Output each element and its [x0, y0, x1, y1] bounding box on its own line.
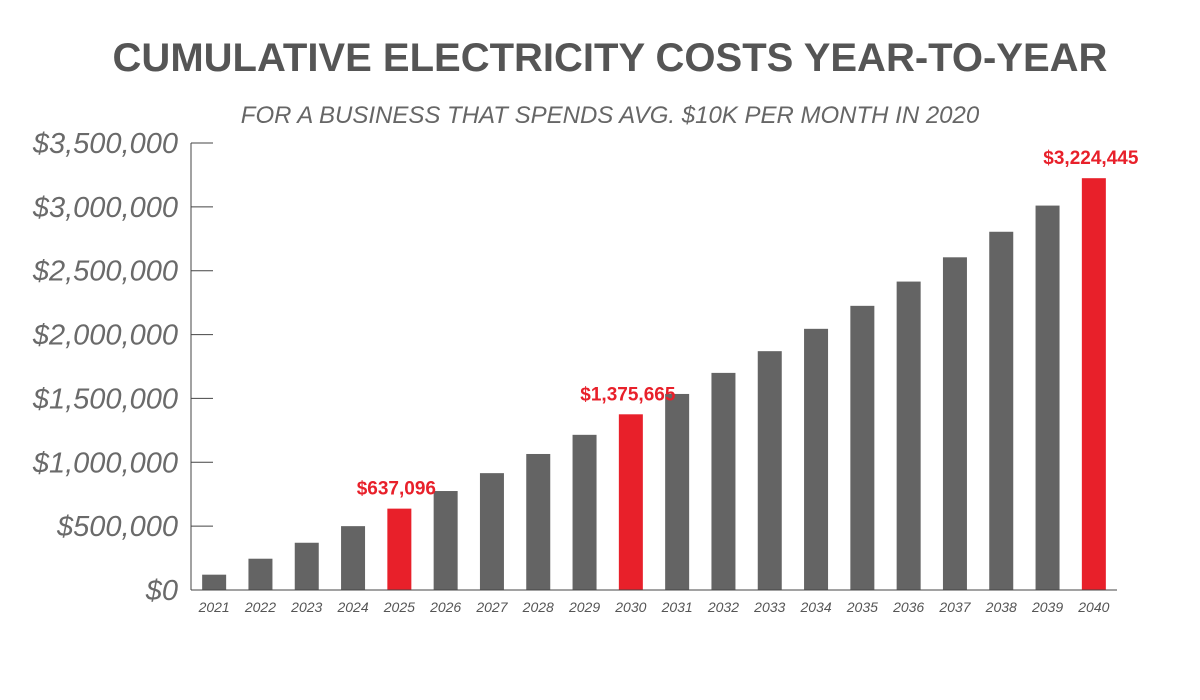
y-tick-label: $3,500,000 [32, 128, 178, 160]
x-tick-label: 2026 [429, 599, 461, 615]
data-label-2025: $637,096 [357, 479, 436, 500]
y-tick-label: $500,000 [56, 511, 178, 543]
y-tick-label: $1,500,000 [32, 383, 178, 415]
bar-2031 [665, 393, 690, 590]
bar-2027 [479, 473, 504, 590]
x-tick-label: 2034 [799, 599, 831, 615]
x-tick-label: 2022 [244, 599, 276, 615]
x-tick-label: 2038 [985, 599, 1017, 615]
bar-2037 [942, 257, 967, 590]
x-tick-label: 2032 [707, 599, 739, 615]
bar-2033 [757, 351, 782, 590]
x-tick-label: 2025 [383, 599, 415, 615]
bar-2026 [433, 491, 458, 590]
chart-subtitle: FOR A BUSINESS THAT SPENDS AVG. $10K PER… [240, 102, 980, 129]
x-tick-label: 2036 [892, 599, 924, 615]
x-tick-label: 2024 [336, 599, 368, 615]
bar-2040 [1081, 178, 1106, 590]
bar-2024 [341, 526, 366, 590]
x-tick-label: 2037 [938, 599, 971, 615]
y-tick-label: $2,000,000 [32, 320, 178, 352]
bar-2039 [1035, 205, 1060, 590]
bar-2023 [294, 542, 319, 590]
bar-2036 [896, 281, 921, 590]
y-tick-label: $2,500,000 [32, 256, 178, 288]
y-tick-label: $3,000,000 [32, 192, 178, 224]
bar-2029 [572, 434, 597, 590]
bar-2021 [202, 574, 227, 590]
y-tick-label: $0 [145, 575, 178, 607]
x-tick-label: 2035 [846, 599, 878, 615]
axes [190, 143, 1117, 591]
x-tick-label: 2039 [1031, 599, 1063, 615]
data-label-2030: $1,375,665 [580, 384, 676, 405]
x-tick-label: 2028 [522, 599, 554, 615]
x-tick-label: 2033 [753, 599, 785, 615]
data-labels: $637,096 $1,375,665 $3,224,445 [357, 148, 1139, 499]
y-axis-ticks: $0 $500,000 $1,000,000 $1,500,000 $2,000,000… [32, 128, 213, 607]
x-axis-ticks: 2021 2022 2023 2024 2025 2026 2027 2028 2029 2030… [198, 599, 1110, 615]
chart-title: CUMULATIVE ELECTRICITY COSTS YEAR-TO-YEA… [112, 36, 1108, 80]
x-tick-label: 2030 [614, 599, 646, 615]
bar-2032 [711, 372, 736, 590]
x-tick-label: 2021 [198, 599, 230, 615]
x-tick-label: 2023 [290, 599, 322, 615]
bar-2038 [989, 231, 1014, 591]
bar-2028 [526, 453, 551, 590]
y-tick-label: $1,000,000 [32, 447, 178, 479]
bars [202, 178, 1106, 591]
bar-2022 [248, 558, 273, 590]
data-label-2040: $3,224,445 [1043, 148, 1139, 169]
bar-2025 [387, 508, 412, 590]
bar-2034 [804, 328, 829, 590]
x-tick-label: 2040 [1077, 599, 1109, 615]
x-tick-label: 2031 [661, 599, 693, 615]
bar-2030 [618, 414, 643, 590]
x-tick-label: 2029 [568, 599, 600, 615]
x-tick-label: 2027 [475, 599, 508, 615]
bar-2035 [850, 305, 875, 590]
